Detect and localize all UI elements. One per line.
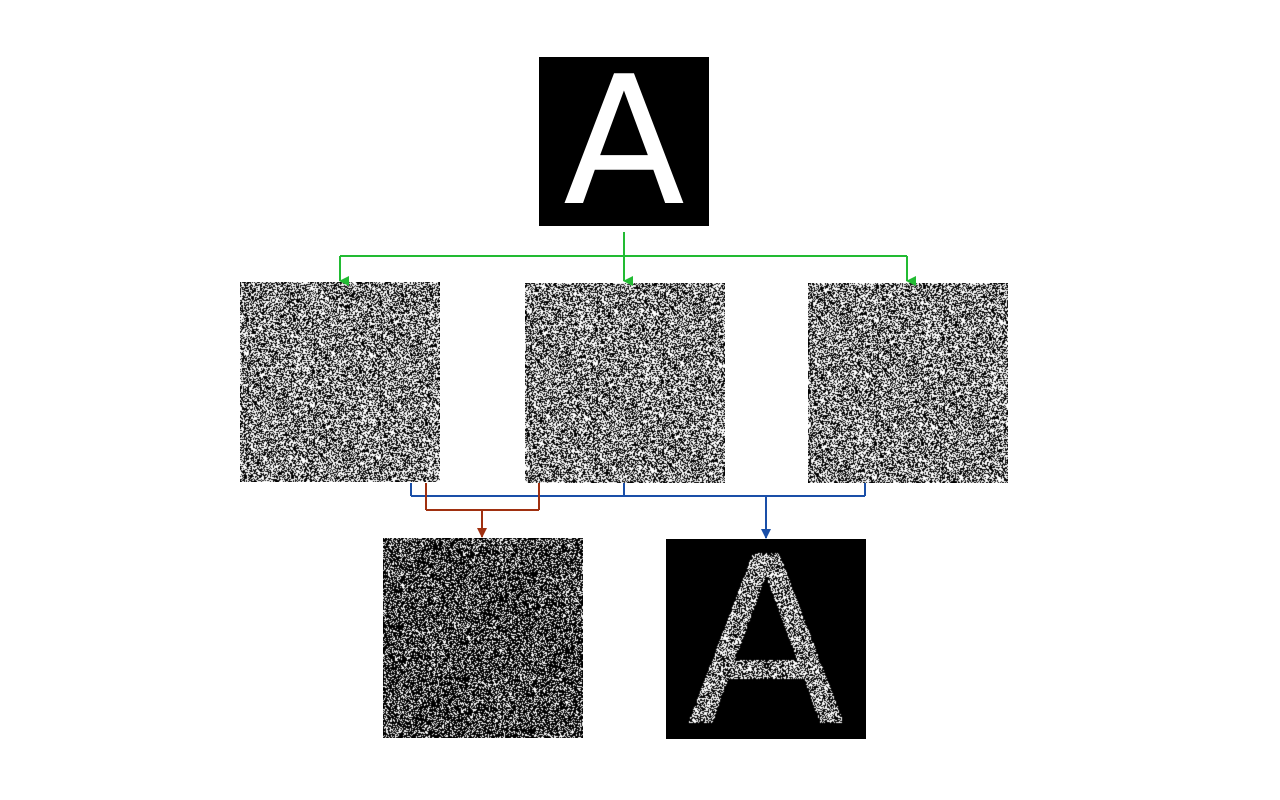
- partial-stack-arrows: [425, 483, 540, 538]
- secret-image: A: [539, 57, 709, 226]
- share-1-canvas: [240, 282, 440, 482]
- secret-letter: A: [563, 57, 685, 226]
- recovered-secret-canvas: [666, 539, 866, 739]
- distribution-arrows: [339, 232, 916, 286]
- stacked-two-shares-result: [383, 538, 583, 738]
- share-3-canvas: [808, 283, 1008, 483]
- share-3-noise: [808, 283, 1008, 483]
- share-1-noise: [240, 282, 440, 482]
- share-2-canvas: [525, 283, 725, 483]
- share-2-noise: [525, 283, 725, 483]
- stacked-two-shares-canvas: [383, 538, 583, 738]
- recovered-secret-result: [666, 539, 866, 739]
- full-stack-arrows: [410, 483, 866, 539]
